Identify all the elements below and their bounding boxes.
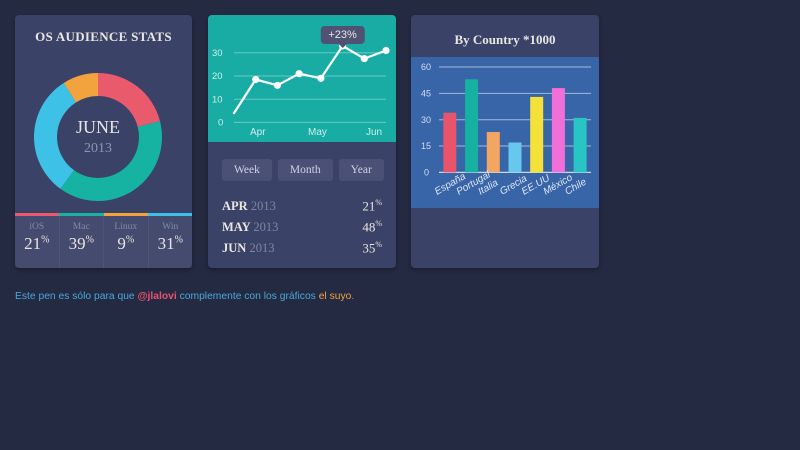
svg-text:60: 60 bbox=[421, 62, 431, 72]
svg-text:30: 30 bbox=[212, 48, 223, 59]
svg-text:Jun: Jun bbox=[366, 127, 382, 138]
svg-text:45: 45 bbox=[421, 89, 431, 99]
svg-text:20: 20 bbox=[212, 71, 223, 82]
svg-text:15: 15 bbox=[421, 141, 431, 151]
svg-text:Apr: Apr bbox=[250, 127, 266, 138]
svg-text:0: 0 bbox=[218, 118, 223, 129]
svg-text:30: 30 bbox=[421, 115, 431, 125]
svg-text:0: 0 bbox=[424, 168, 429, 178]
svg-text:10: 10 bbox=[212, 94, 223, 105]
svg-text:May: May bbox=[308, 127, 327, 138]
